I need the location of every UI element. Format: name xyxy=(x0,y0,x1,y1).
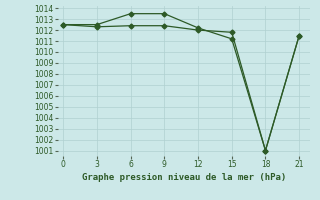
X-axis label: Graphe pression niveau de la mer (hPa): Graphe pression niveau de la mer (hPa) xyxy=(82,173,286,182)
